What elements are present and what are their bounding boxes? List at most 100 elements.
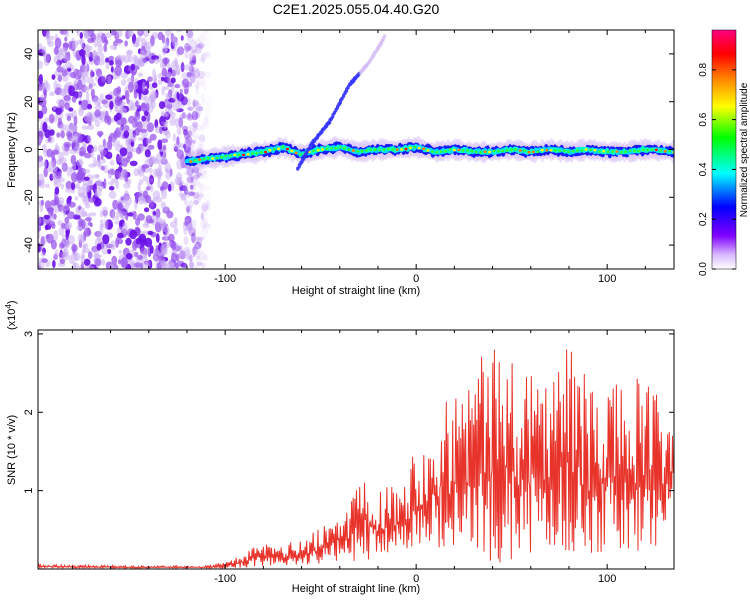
noise-blob xyxy=(181,96,188,106)
noise-blob xyxy=(78,151,85,157)
noise-blob xyxy=(48,113,55,124)
noise-blob xyxy=(81,125,89,130)
x-tick-label: 0 xyxy=(413,573,419,585)
noise-blob xyxy=(54,196,60,206)
ridge-hotspot xyxy=(558,149,562,152)
noise-blob xyxy=(81,171,86,183)
noise-blob xyxy=(185,205,193,215)
noise-blob xyxy=(170,60,179,71)
noise-blob xyxy=(187,106,194,111)
noise-blob xyxy=(38,173,45,182)
noise-blob xyxy=(169,221,178,229)
noise-blob xyxy=(99,210,104,218)
ridge-hotspot xyxy=(514,148,518,151)
noise-blob xyxy=(126,212,134,217)
noise-blob xyxy=(183,228,188,235)
snr-multiplier-close: ) xyxy=(6,300,18,304)
noise-blob xyxy=(94,119,101,127)
noise-blob xyxy=(120,117,127,126)
noise-blob xyxy=(65,187,73,193)
noise-blob xyxy=(105,94,113,100)
noise-blob xyxy=(196,172,203,177)
ridge-hotspot xyxy=(668,149,672,153)
noise-blob xyxy=(95,174,100,179)
noise-blob xyxy=(97,58,106,66)
noise-blob xyxy=(197,250,205,255)
noise-blob xyxy=(83,152,92,159)
noise-blob xyxy=(201,204,208,214)
colorbar-tick-label: 0.2 xyxy=(698,212,709,226)
noise-blob xyxy=(204,71,212,78)
noise-blob xyxy=(157,79,163,85)
noise-blob xyxy=(125,253,133,260)
noise-blob xyxy=(142,175,149,182)
noise-blob xyxy=(77,79,83,91)
noise-blob xyxy=(103,219,109,231)
noise-blob xyxy=(189,56,197,64)
noise-blob xyxy=(186,63,194,72)
noise-blob xyxy=(205,91,212,102)
noise-blob xyxy=(165,71,172,78)
noise-blob xyxy=(185,46,193,51)
noise-blob xyxy=(66,166,73,177)
noise-blob xyxy=(80,254,85,265)
noise-blob xyxy=(98,132,102,138)
noise-blob xyxy=(41,105,48,115)
noise-blob xyxy=(143,249,148,260)
colorbar-gradient xyxy=(711,29,737,270)
noise-blob xyxy=(83,45,91,53)
noise-blob xyxy=(191,67,195,77)
ridge-hotspot xyxy=(540,148,544,152)
noise-blob xyxy=(187,30,193,37)
x-tick-label: -100 xyxy=(214,273,236,285)
noise-blob xyxy=(202,224,206,229)
noise-blob xyxy=(62,208,67,217)
noise-blob xyxy=(179,88,183,95)
noise-blob xyxy=(64,36,68,42)
noise-blob xyxy=(185,30,194,38)
ridge-hotspot xyxy=(461,149,465,152)
noise-blob xyxy=(68,254,75,264)
noise-blob xyxy=(125,210,129,221)
noise-blob xyxy=(111,255,118,266)
noise-blob xyxy=(73,162,77,174)
spectrogram-axes: -100 0 100 -40 -20 0 20 40 xyxy=(23,30,674,285)
noise-blob xyxy=(53,230,59,241)
noise-blob xyxy=(205,255,210,265)
noise-blob xyxy=(82,244,86,253)
noise-blob xyxy=(181,112,186,119)
noise-blob xyxy=(81,54,86,66)
noise-blob xyxy=(86,227,91,236)
noise-blob xyxy=(191,49,197,54)
noise-blob xyxy=(101,165,105,171)
noise-blob xyxy=(111,96,119,102)
noise-blob xyxy=(197,76,205,87)
colorbar-tick-label: 0.0 xyxy=(698,262,709,276)
noise-blob xyxy=(161,86,165,96)
ridge-hotspot xyxy=(518,149,522,152)
noise-blob xyxy=(60,130,65,139)
noise-blob xyxy=(175,253,180,262)
noise-blob xyxy=(173,143,181,151)
noise-blob xyxy=(84,53,91,58)
noise-blob xyxy=(148,167,153,173)
ridge-hotspot xyxy=(408,146,412,150)
noise-blob xyxy=(76,172,83,184)
noise-blob xyxy=(54,37,62,49)
noise-blob xyxy=(161,34,165,44)
noise-blob xyxy=(203,30,207,37)
noise-blob xyxy=(123,55,130,64)
noise-blob xyxy=(38,60,44,70)
noise-blob xyxy=(169,112,176,119)
noise-blob xyxy=(196,262,203,267)
noise-blob xyxy=(61,234,67,245)
noise-blob xyxy=(94,105,102,111)
noise-blob xyxy=(172,38,179,48)
noise-blob xyxy=(185,150,192,158)
spectrogram-ylabel: Frequency (Hz) xyxy=(6,112,18,188)
noise-blob xyxy=(73,115,78,126)
noise-blob xyxy=(191,110,199,121)
noise-blob xyxy=(54,249,59,258)
noise-blob xyxy=(149,133,157,141)
